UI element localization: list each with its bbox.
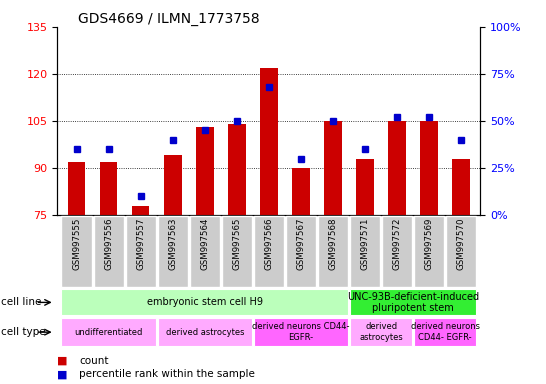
Text: GSM997570: GSM997570: [457, 217, 466, 270]
Text: GSM997565: GSM997565: [233, 217, 241, 270]
Text: derived astrocytes: derived astrocytes: [165, 328, 244, 337]
Bar: [286, 216, 316, 287]
Bar: [196, 127, 213, 215]
Text: GSM997557: GSM997557: [136, 217, 145, 270]
Bar: [126, 216, 156, 287]
Bar: [382, 216, 412, 287]
Text: GSM997569: GSM997569: [425, 217, 434, 270]
Bar: [356, 159, 374, 215]
Text: GSM997572: GSM997572: [393, 217, 402, 270]
Bar: [350, 216, 380, 287]
Text: percentile rank within the sample: percentile rank within the sample: [79, 369, 255, 379]
Bar: [414, 318, 476, 346]
Bar: [158, 216, 188, 287]
Bar: [62, 318, 156, 346]
Text: embryonic stem cell H9: embryonic stem cell H9: [147, 297, 263, 308]
Bar: [158, 318, 252, 346]
Text: GSM997556: GSM997556: [104, 217, 113, 270]
Text: cell line: cell line: [1, 297, 41, 308]
Bar: [254, 318, 348, 346]
Bar: [260, 68, 278, 215]
Bar: [420, 121, 438, 215]
Bar: [222, 216, 252, 287]
Text: derived neurons CD44-
EGFR-: derived neurons CD44- EGFR-: [252, 323, 349, 342]
Bar: [93, 216, 124, 287]
Text: derived neurons
CD44- EGFR-: derived neurons CD44- EGFR-: [411, 323, 480, 342]
Text: UNC-93B-deficient-induced
pluripotent stem: UNC-93B-deficient-induced pluripotent st…: [347, 291, 479, 313]
Bar: [62, 290, 348, 315]
Bar: [324, 121, 342, 215]
Bar: [164, 156, 182, 215]
Text: GSM997571: GSM997571: [360, 217, 370, 270]
Text: cell type: cell type: [1, 327, 45, 337]
Text: undifferentiated: undifferentiated: [74, 328, 143, 337]
Text: count: count: [79, 356, 109, 366]
Text: derived
astrocytes: derived astrocytes: [359, 323, 403, 342]
Bar: [132, 205, 150, 215]
Bar: [68, 162, 85, 215]
Text: GSM997564: GSM997564: [200, 217, 209, 270]
Text: GDS4669 / ILMN_1773758: GDS4669 / ILMN_1773758: [79, 12, 260, 26]
Bar: [414, 216, 444, 287]
Text: ■: ■: [57, 369, 68, 379]
Bar: [350, 290, 476, 315]
Text: GSM997567: GSM997567: [296, 217, 305, 270]
Bar: [446, 216, 476, 287]
Bar: [318, 216, 348, 287]
Bar: [254, 216, 284, 287]
Bar: [62, 216, 92, 287]
Text: ■: ■: [57, 356, 68, 366]
Text: GSM997566: GSM997566: [264, 217, 274, 270]
Bar: [350, 318, 412, 346]
Bar: [292, 168, 310, 215]
Bar: [388, 121, 406, 215]
Text: GSM997568: GSM997568: [329, 217, 337, 270]
Text: GSM997555: GSM997555: [72, 217, 81, 270]
Bar: [228, 124, 246, 215]
Text: GSM997563: GSM997563: [168, 217, 177, 270]
Bar: [189, 216, 220, 287]
Bar: [453, 159, 470, 215]
Bar: [100, 162, 117, 215]
